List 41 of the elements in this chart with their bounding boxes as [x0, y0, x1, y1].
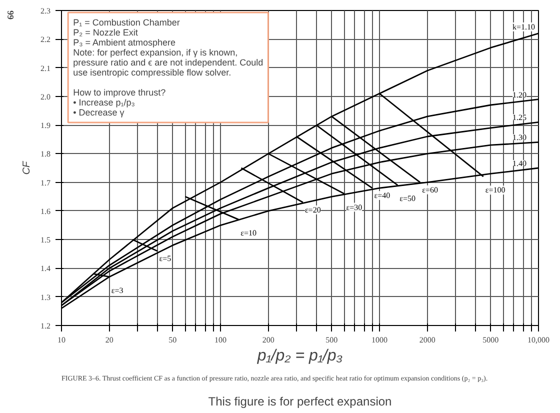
series-label: ε=10 — [240, 228, 256, 238]
x-tick-label: 5000 — [482, 336, 499, 344]
x-tick-label: 500 — [326, 336, 338, 344]
y-tick-label: 2.0 — [40, 92, 50, 102]
y-axis-title: CF — [22, 160, 32, 175]
y-tick-label: 1.3 — [40, 292, 50, 302]
x-tick-label: 200 — [262, 336, 274, 344]
series-label: ε=20 — [304, 205, 321, 214]
y-tick-label: 2.2 — [40, 35, 50, 44]
series-label: ε=30 — [346, 202, 362, 212]
x-tick-label: 100 — [214, 336, 226, 344]
y-tick-label: 1.6 — [40, 206, 50, 216]
series-label: ε=100 — [485, 186, 506, 195]
series-label: ε=60 — [422, 185, 438, 194]
series-label: ε=5 — [159, 254, 172, 264]
x-tick-label: 50 — [168, 336, 177, 344]
y-tick-label: 1.7 — [40, 178, 50, 188]
y-tick-label: 1.5 — [40, 236, 50, 245]
x-tick-label: 2000 — [419, 336, 436, 344]
series-label: 1.25 — [512, 113, 526, 122]
series-label: 1.20 — [512, 90, 526, 100]
text: 66 — [6, 10, 16, 20]
y-tick-label: 1.8 — [40, 150, 50, 159]
y-tick-label: 2.1 — [40, 64, 50, 73]
series-label: 1.40 — [512, 159, 526, 168]
series-label: ε=3 — [111, 286, 124, 295]
text: This figure is for perfect expansion — [208, 394, 392, 408]
x-tick-label: 1000 — [372, 336, 388, 344]
series-label: ε=50 — [400, 194, 416, 204]
y-tick-label: 1.2 — [40, 322, 50, 330]
text: P₁ = Combustion Chamber P₂ = Nozzle Exit P₃ = Ambient atmosphere Note: for perfect expansion, if γ is known, pressure ratio and ϵ are not independent. Could use isentropic compressible flow solver. How to improve thrust? • Increase p₁/p₃ • Decrease γ — [73, 18, 264, 118]
y-tick-label: 1.4 — [40, 264, 50, 274]
y-tick-label: 2.3 — [40, 6, 50, 16]
x-axis-title: p₁/p₂ = p₁/p₃ — [256, 348, 343, 364]
series-label: k=1.10 — [512, 22, 536, 32]
series-label: 1.30 — [512, 133, 526, 142]
x-tick-label: 20 — [105, 336, 114, 344]
series-label: ε=40 — [374, 191, 390, 200]
x-tick-label: 10 — [58, 336, 66, 344]
x-tick-label: 10,000 — [528, 336, 550, 344]
y-tick-label: 1.9 — [40, 121, 50, 130]
